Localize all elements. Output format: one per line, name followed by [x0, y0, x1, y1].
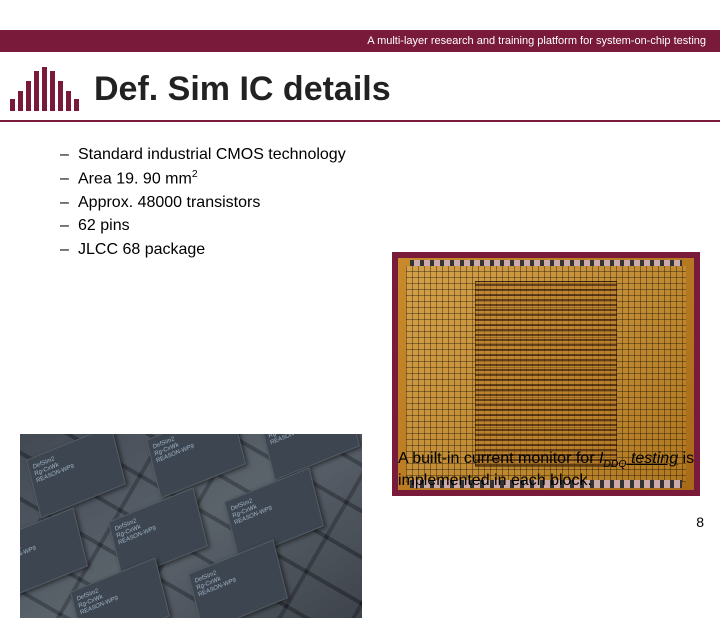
chip-line: REASON-WP9: [270, 434, 348, 448]
chip-icon: DefSim2 Rg-CxWk REASON-WP9: [20, 507, 88, 600]
logo-icon: [10, 62, 80, 116]
caption-part: A built-in current monitor for: [398, 450, 599, 467]
slide-title: Def. Sim IC details: [94, 70, 391, 109]
logo-bars: [10, 67, 79, 111]
subscript: DDQ: [603, 459, 626, 470]
chip-icon: DefSim2 Rg-CxWk REASON-WP9: [108, 487, 208, 580]
caption-text: A built-in current monitor for IDDQ test…: [398, 449, 698, 493]
die-core: [475, 281, 617, 467]
slide: A multi-layer research and training plat…: [0, 0, 720, 540]
list-item: Standard industrial CMOS technology: [60, 144, 370, 166]
subtitle-band: A multi-layer research and training plat…: [0, 30, 720, 52]
chip-icon: DefSim2 Rg-CxWk REASON-WP9: [26, 434, 126, 519]
bullet-text: JLCC 68 package: [78, 241, 205, 258]
title-row: Def. Sim IC details: [0, 52, 720, 120]
chip-icon: DefSim2 Rg-CxWk REASON-WP9: [146, 434, 246, 499]
top-spacer: [0, 0, 720, 30]
list-item: Approx. 48000 transistors: [60, 192, 370, 214]
bullet-list: Standard industrial CMOS technology Area…: [60, 144, 370, 260]
iddq-symbol: IDDQ: [599, 450, 627, 467]
chips-photo: DefSim2 Rg-CxWk REASON-WP9 DefSim2 Rg-Cx…: [20, 434, 362, 618]
list-item: 62 pins: [60, 215, 370, 237]
bullet-text: 62 pins: [78, 217, 130, 234]
bullet-text: Approx. 48000 transistors: [78, 194, 260, 211]
superscript: 2: [192, 169, 198, 180]
caption-underline: testing: [627, 450, 679, 467]
bullet-text: Area 19. 90 mm: [78, 170, 192, 187]
slide-body: Standard industrial CMOS technology Area…: [0, 122, 720, 502]
list-item: Area 19. 90 mm2: [60, 168, 370, 190]
list-item: JLCC 68 package: [60, 239, 370, 261]
bullet-text: Standard industrial CMOS technology: [78, 146, 346, 163]
page-number: 8: [696, 514, 704, 530]
subtitle-text: A multi-layer research and training plat…: [367, 35, 706, 47]
